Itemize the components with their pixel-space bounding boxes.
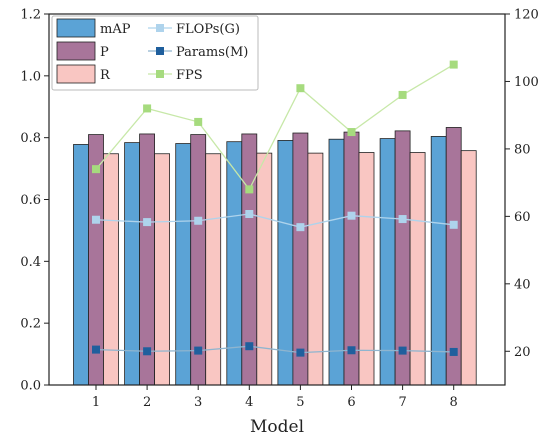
marker-1-7: [398, 346, 407, 355]
marker-2-2: [143, 104, 152, 113]
x-tick-label: 4: [245, 395, 253, 410]
marker-0-1: [92, 215, 100, 224]
legend-swatch-r: [56, 64, 96, 84]
left-tick-label: 0.6: [20, 193, 41, 208]
marker-1-1: [92, 345, 100, 354]
bar-r-5: [307, 152, 324, 386]
left-tick-label: 0.0: [20, 379, 41, 394]
right-tick-label: 80: [514, 142, 531, 157]
left-tick-label: 0.2: [20, 317, 41, 332]
series-line-2: [95, 64, 455, 191]
right-tick-label: 60: [514, 210, 531, 225]
marker-1-2: [143, 347, 152, 356]
legend-swatch-p: [56, 41, 96, 61]
left-tick-label: 0.4: [20, 255, 41, 270]
legend-marker-1: [156, 47, 164, 55]
x-tick-label: 2: [143, 395, 151, 410]
legend-marker-2: [156, 70, 164, 78]
bars-layer: [73, 127, 477, 386]
right-tick-label: 20: [514, 345, 531, 360]
marker-2-8: [449, 60, 458, 69]
bar-p-5: [292, 132, 309, 386]
series-line-0: [95, 213, 454, 228]
axes-layer: 0.0 0.2 0.4 0.6 0.8 1.0 1.2 20 40 60 80 100 120 1 2 3 4 5…: [20, 8, 539, 411]
x-tick-label: 7: [398, 395, 406, 410]
marker-2-7: [398, 90, 407, 99]
marker-1-3: [194, 346, 203, 355]
x-tick-label: 1: [92, 395, 100, 410]
marker-2-5: [296, 84, 305, 93]
x-axis-title: Model: [250, 417, 304, 437]
left-tick-label: 1.0: [20, 69, 41, 84]
marker-1-4: [245, 342, 254, 351]
x-tick-label: 6: [347, 395, 355, 410]
marker-0-7: [398, 215, 407, 224]
x-tick-label: 8: [450, 395, 458, 410]
right-tick-label: 120: [514, 8, 539, 23]
legend-label-0: FLOPs(G): [176, 22, 240, 37]
marker-0-8: [449, 220, 458, 229]
marker-0-6: [347, 211, 356, 220]
legend-label-r: R: [100, 68, 111, 83]
marker-1-6: [347, 346, 356, 355]
left-tick-label: 0.8: [20, 131, 41, 146]
bar-map-7: [379, 138, 396, 386]
left-tick-label: 1.2: [20, 8, 41, 23]
legend-label-p: P: [100, 45, 109, 60]
marker-2-6: [347, 128, 356, 137]
bar-map-2: [124, 142, 140, 386]
legend-label-1: Params(M): [176, 45, 248, 60]
bar-r-4: [256, 152, 273, 386]
legend-swatch-map: [56, 18, 96, 38]
marker-2-4: [245, 185, 254, 194]
right-tick-label: 40: [514, 277, 531, 292]
bar-r-2: [154, 153, 171, 386]
marker-1-5: [296, 348, 305, 357]
marker-0-2: [143, 218, 152, 227]
legend: mAP PR FLOPs(G) Params(M) FPS: [51, 15, 259, 91]
marker-2-3: [194, 117, 203, 126]
legend-label-map: mAP: [100, 22, 131, 37]
series-line-1: [95, 345, 454, 354]
legend-marker-0: [156, 24, 164, 32]
bar-map-3: [175, 143, 192, 386]
bar-r-8: [460, 150, 477, 386]
bar-map-8: [430, 136, 447, 386]
marker-1-8: [449, 347, 458, 356]
bar-map-5: [277, 140, 294, 386]
bar-map-6: [328, 138, 345, 386]
bar-p-8: [445, 127, 462, 386]
x-tick-label: 3: [194, 395, 202, 410]
legend-label-2: FPS: [176, 68, 203, 83]
right-tick-label: 100: [514, 75, 539, 90]
marker-0-4: [245, 210, 254, 218]
legend-box: [51, 15, 259, 91]
marker-0-5: [296, 223, 305, 232]
marker-2-1: [92, 165, 100, 174]
marker-0-3: [194, 216, 203, 225]
lines-layer: [92, 60, 458, 357]
bar-map-1: [73, 144, 89, 386]
bar-r-7: [409, 152, 426, 386]
x-tick-label: 5: [296, 395, 304, 410]
